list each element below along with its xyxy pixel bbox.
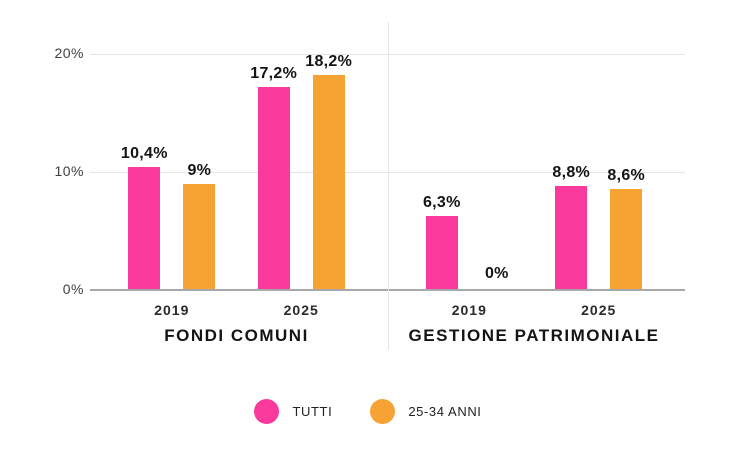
x-tick-label: 2019 [451, 302, 487, 318]
group-label: FONDI COMUNI [164, 326, 309, 345]
legend-label: 25-34 ANNI [408, 404, 482, 419]
group-label: GESTIONE PATRIMONIALE [408, 326, 660, 345]
bar-25-34-anni [183, 183, 216, 289]
y-tick-label: 10% [54, 163, 84, 179]
x-tick-label: 2025 [581, 302, 617, 318]
bar-value-label: 9% [187, 161, 212, 179]
chart-legend: TUTTI 25-34 ANNI [0, 399, 736, 424]
bar-25-34-anni [610, 188, 643, 289]
bar-value-label: 0% [484, 265, 509, 282]
y-tick-label: 20% [54, 45, 84, 61]
bar-25-34-anni [312, 75, 345, 289]
bar-value-label: 8,6% [607, 166, 646, 184]
x-tick-label: 2019 [154, 302, 190, 318]
legend-swatch-circle-icon [370, 399, 396, 424]
bar-tutti [128, 167, 161, 289]
legend-item: TUTTI [254, 399, 332, 424]
bar-value-label: 10,4% [120, 145, 168, 163]
grid-line [90, 54, 685, 55]
bar-value-label: 8,8% [552, 164, 591, 182]
bar-value-label: 18,2% [305, 53, 353, 71]
group-divider-line [388, 22, 389, 350]
bar-value-label: 17,2% [250, 65, 298, 83]
bar-tutti [555, 186, 588, 289]
y-tick-label: 0% [62, 281, 84, 297]
bar-value-label: 6,3% [422, 193, 461, 211]
legend-label: TUTTI [292, 404, 333, 419]
bar-tutti [257, 87, 290, 289]
x-axis-line [90, 289, 685, 291]
bar-tutti [425, 215, 458, 289]
grid-line [90, 172, 685, 173]
x-tick-label: 2025 [283, 302, 319, 318]
legend-swatch-circle-icon [254, 399, 280, 424]
legend-item: 25-34 ANNI [370, 399, 481, 424]
